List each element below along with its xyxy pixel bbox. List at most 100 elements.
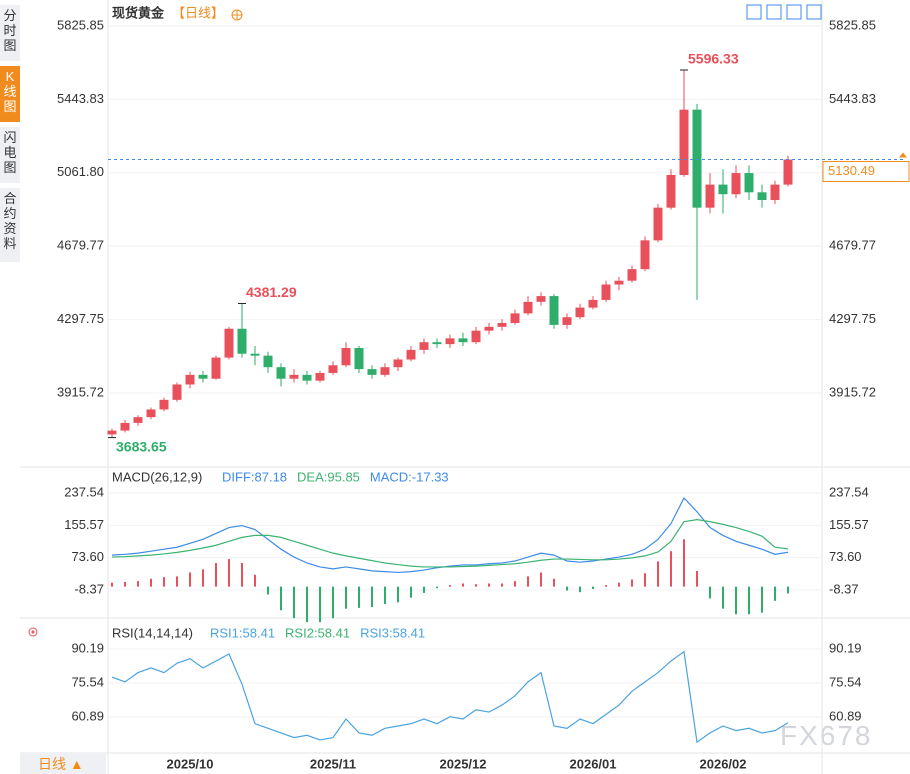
candle-body — [211, 357, 221, 379]
candle-body — [237, 328, 247, 354]
macd-line — [111, 496, 789, 574]
candle-body — [705, 184, 715, 208]
candle-body — [718, 184, 728, 195]
y-tick-label-right: 90.19 — [829, 640, 862, 655]
candle-body — [289, 374, 299, 379]
candle-body — [263, 355, 273, 368]
y-tick-label: 5825.85 — [57, 17, 104, 32]
candle-body — [445, 338, 455, 345]
candle-body — [302, 374, 312, 381]
candle-body — [757, 192, 767, 200]
y-tick-label-right: 75.54 — [829, 674, 862, 689]
extreme-label: 5596.33 — [688, 51, 739, 67]
chart-title: 现货黄金 — [112, 5, 165, 20]
candle-body — [367, 369, 377, 375]
candle-body — [133, 417, 143, 423]
candle-body — [679, 109, 689, 176]
candle-body — [276, 367, 286, 379]
rsi-legend: RSI3:58.41 — [360, 625, 425, 640]
tab-flash[interactable]: 闪电图 — [0, 127, 20, 183]
y-tick-label: 237.54 — [64, 484, 104, 499]
timeframe-button[interactable]: 日线 ▲ — [20, 754, 106, 774]
last-price-box — [822, 161, 910, 183]
candle-body — [484, 326, 494, 331]
macd-legend: MACD:-17.33 — [370, 469, 449, 484]
tab-kline[interactable]: K线图 — [0, 66, 20, 122]
candle-body — [549, 296, 559, 325]
macd-title: MACD(26,12,9) — [112, 469, 202, 484]
x-tick-label: 2025/12 — [440, 756, 487, 771]
macd-legend: DIFF:87.18 — [222, 469, 287, 484]
y-tick-label: 73.60 — [71, 549, 104, 564]
x-tick-label: 2026/01 — [570, 756, 617, 771]
y-tick-label-right: 4679.77 — [829, 238, 876, 253]
candle-body — [471, 330, 481, 343]
extreme-label: 4381.29 — [246, 284, 297, 300]
candle-body — [627, 269, 637, 281]
y-tick-label: 5443.83 — [57, 91, 104, 106]
candle-body — [653, 207, 663, 241]
y-tick-label: 4679.77 — [57, 238, 104, 253]
tab-fenshi[interactable]: 分时图 — [0, 5, 20, 61]
candle-body — [783, 159, 793, 185]
last-price-label: 5130.49 — [828, 163, 875, 178]
candle-body — [315, 372, 325, 381]
candle-body — [510, 313, 520, 323]
settings-icon[interactable] — [28, 627, 38, 637]
candle-body — [406, 349, 416, 360]
candle-body — [250, 353, 260, 356]
y-tick-label-right: 73.60 — [829, 549, 862, 564]
rsi-legend: RSI1:58.41 — [210, 625, 275, 640]
y-tick-label-right: 5443.83 — [829, 91, 876, 106]
y-tick-label-right: 3915.72 — [829, 384, 876, 399]
candle-body — [419, 342, 429, 350]
candle-body — [198, 374, 208, 379]
y-tick-label: 60.89 — [71, 708, 104, 723]
y-tick-label-right: 155.57 — [829, 517, 869, 532]
toolbar[interactable] — [746, 4, 822, 20]
y-tick-label: 90.19 — [71, 640, 104, 655]
rsi-title: RSI(14,14,14) — [112, 625, 193, 640]
candle-body — [666, 175, 676, 208]
candle-body — [744, 173, 754, 193]
y-tick-label: 75.54 — [71, 674, 104, 689]
watermark: FX678 — [780, 720, 873, 751]
last-price-arrow — [899, 152, 907, 158]
candle-body — [341, 347, 351, 366]
candle-body — [380, 367, 390, 375]
y-tick-label-right: 5825.85 — [829, 17, 876, 32]
candle-body — [523, 301, 533, 314]
candle-body — [185, 374, 195, 385]
y-tick-label-right: 4297.75 — [829, 311, 876, 326]
candle-body — [536, 296, 546, 302]
candle-body — [107, 430, 117, 435]
add-icon[interactable] — [231, 9, 243, 21]
y-tick-label: 5061.80 — [57, 164, 104, 179]
y-tick-label-right: 237.54 — [829, 484, 869, 499]
macd-line — [111, 519, 789, 568]
candle-body — [172, 384, 182, 400]
rsi-legend: RSI2:58.41 — [285, 625, 350, 640]
candle-body — [328, 365, 338, 373]
candle-body — [640, 240, 650, 270]
candle-body — [120, 422, 130, 431]
candle-body — [224, 328, 234, 358]
candle-body — [432, 342, 442, 345]
extreme-label: 3683.65 — [116, 438, 167, 454]
candle-body — [588, 299, 598, 308]
candle-body — [146, 409, 156, 418]
y-tick-label-right: 60.89 — [829, 708, 862, 723]
candle-body — [601, 284, 611, 300]
x-tick-label: 2025/11 — [310, 756, 356, 771]
tab-contract[interactable]: 合约资料 — [0, 188, 20, 262]
candle-body — [692, 109, 702, 208]
y-tick-label: 3915.72 — [57, 384, 104, 399]
y-tick-label: -8.37 — [74, 581, 104, 596]
candle-body — [575, 307, 585, 318]
y-tick-label-right: -8.37 — [829, 581, 859, 596]
macd-legend: DEA:95.85 — [297, 469, 360, 484]
candle-body — [497, 322, 507, 327]
chart-subtitle: 【日线】 — [172, 5, 224, 20]
